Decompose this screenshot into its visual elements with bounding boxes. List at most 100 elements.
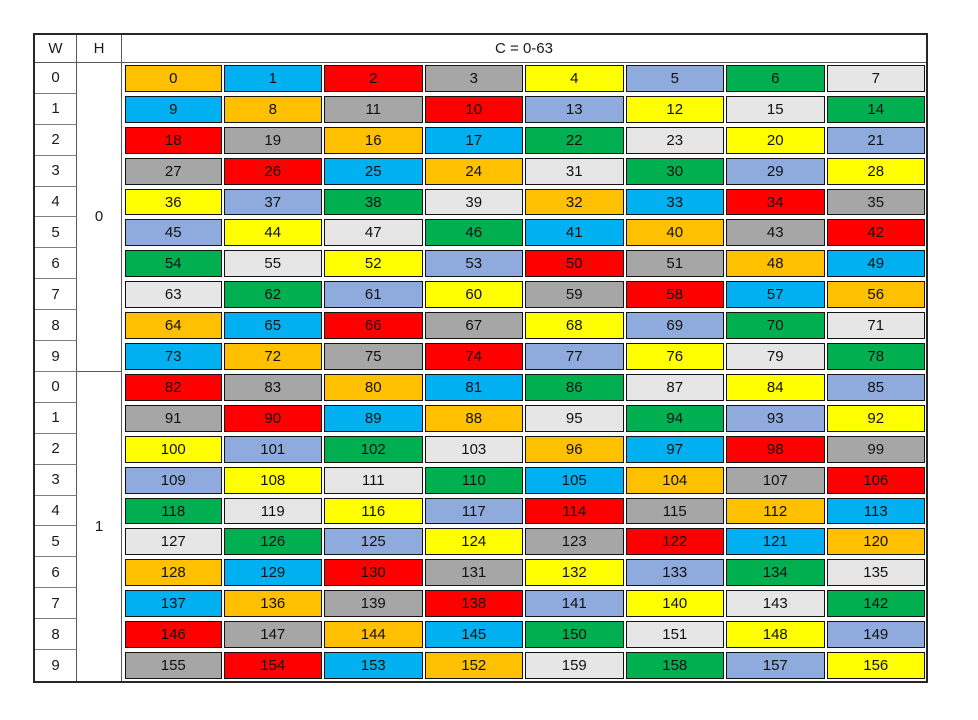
grid-cell: 5 xyxy=(624,63,725,94)
w-row-label: 0 xyxy=(35,371,77,403)
value-cell: 109 xyxy=(125,466,222,494)
grid-cell: 38 xyxy=(323,186,424,218)
value-cell: 78 xyxy=(826,343,925,370)
w-row-label: 8 xyxy=(35,310,77,342)
value-cell: 121 xyxy=(726,528,825,556)
value-cell: 93 xyxy=(726,404,825,432)
value-cell: 69 xyxy=(625,312,724,340)
value-cell: 146 xyxy=(125,621,222,649)
value-cell: 28 xyxy=(826,157,925,185)
value-cell: 66 xyxy=(324,312,423,340)
grid-cell: 67 xyxy=(423,310,524,342)
grid-cell: 53 xyxy=(423,248,524,280)
value-cell: 40 xyxy=(625,219,724,247)
grid-cell: 117 xyxy=(423,495,524,527)
w-row-label: 4 xyxy=(35,186,77,218)
grid-cell: 16 xyxy=(323,124,424,156)
value-cell: 113 xyxy=(826,497,925,525)
value-cell: 110 xyxy=(424,466,523,494)
grid-cell: 47 xyxy=(323,217,424,249)
w-row-label: 1 xyxy=(35,402,77,434)
w-row-label: 5 xyxy=(35,217,77,249)
grid-cell: 142 xyxy=(825,588,926,620)
value-cell: 115 xyxy=(625,497,724,525)
w-row-label: 9 xyxy=(35,341,77,372)
table-title-c-range: C = 0-63 xyxy=(122,35,926,63)
w-row-label: 3 xyxy=(35,464,77,496)
grid-cell: 80 xyxy=(323,371,424,403)
value-cell: 25 xyxy=(324,157,423,185)
grid-cell: 138 xyxy=(423,588,524,620)
value-cell: 84 xyxy=(726,373,825,401)
value-cell: 59 xyxy=(525,281,624,309)
grid-cell: 145 xyxy=(423,619,524,651)
value-cell: 57 xyxy=(726,281,825,309)
grid-cell: 91 xyxy=(122,402,223,434)
value-cell: 8 xyxy=(223,95,322,123)
grid-cell: 51 xyxy=(624,248,725,280)
grid-cell: 137 xyxy=(122,588,223,620)
grid-cell: 72 xyxy=(222,341,323,372)
grid-cell: 65 xyxy=(222,310,323,342)
grid-cell: 17 xyxy=(423,124,524,156)
grid-cell: 13 xyxy=(524,93,625,125)
value-cell: 50 xyxy=(525,250,624,278)
value-cell: 82 xyxy=(125,373,222,401)
w-row-label: 8 xyxy=(35,619,77,651)
grid-cell: 82 xyxy=(122,371,223,403)
grid-cell: 44 xyxy=(222,217,323,249)
value-cell: 90 xyxy=(223,404,322,432)
grid-cell: 25 xyxy=(323,155,424,187)
grid-cell: 73 xyxy=(122,341,223,372)
grid-cell: 32 xyxy=(524,186,625,218)
value-cell: 106 xyxy=(826,466,925,494)
value-cell: 55 xyxy=(223,250,322,278)
grid-cell: 133 xyxy=(624,557,725,589)
grid-cell: 10 xyxy=(423,93,524,125)
w-row-label: 0 xyxy=(35,63,77,94)
h-group-label: 0 xyxy=(77,63,122,372)
value-cell: 148 xyxy=(726,621,825,649)
value-cell: 38 xyxy=(324,188,423,216)
grid-cell: 54 xyxy=(122,248,223,280)
grid-cell: 0 xyxy=(122,63,223,94)
grid-cell: 118 xyxy=(122,495,223,527)
value-cell: 12 xyxy=(625,95,724,123)
value-cell: 43 xyxy=(726,219,825,247)
grid-cell: 141 xyxy=(524,588,625,620)
value-cell: 39 xyxy=(424,188,523,216)
grid-cell: 125 xyxy=(323,526,424,558)
value-cell: 9 xyxy=(125,95,222,123)
value-cell: 7 xyxy=(826,65,925,92)
value-cell: 47 xyxy=(324,219,423,247)
value-cell: 80 xyxy=(324,373,423,401)
value-cell: 6 xyxy=(726,65,825,92)
grid-cell: 106 xyxy=(825,464,926,496)
grid-cell: 41 xyxy=(524,217,625,249)
value-cell: 102 xyxy=(324,435,423,463)
value-cell: 91 xyxy=(125,404,222,432)
grid-cell: 140 xyxy=(624,588,725,620)
grid-cell: 99 xyxy=(825,433,926,465)
grid-cell: 94 xyxy=(624,402,725,434)
value-cell: 101 xyxy=(223,435,322,463)
grid-cell: 124 xyxy=(423,526,524,558)
grid-cell: 87 xyxy=(624,371,725,403)
value-cell: 132 xyxy=(525,559,624,587)
grid-cell: 60 xyxy=(423,279,524,311)
grid-cell: 148 xyxy=(725,619,826,651)
value-cell: 77 xyxy=(525,343,624,370)
value-cell: 29 xyxy=(726,157,825,185)
value-cell: 11 xyxy=(324,95,423,123)
grid-cell: 31 xyxy=(524,155,625,187)
grid-cell: 2 xyxy=(323,63,424,94)
grid-cell: 15 xyxy=(725,93,826,125)
value-cell: 135 xyxy=(826,559,925,587)
value-cell: 126 xyxy=(223,528,322,556)
grid-cell: 123 xyxy=(524,526,625,558)
value-cell: 138 xyxy=(424,590,523,618)
value-cell: 31 xyxy=(525,157,624,185)
grid-cell: 52 xyxy=(323,248,424,280)
value-cell: 52 xyxy=(324,250,423,278)
